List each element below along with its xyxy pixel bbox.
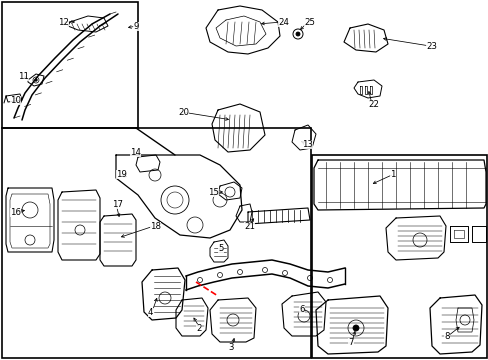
Text: 1: 1 [389, 170, 395, 179]
Text: 25: 25 [304, 18, 314, 27]
Bar [311, 155, 486, 358]
Text: 19: 19 [116, 170, 126, 179]
Text: 18: 18 [150, 222, 161, 231]
Text: 16: 16 [10, 208, 21, 217]
Text: 3: 3 [227, 343, 233, 352]
Text: 11: 11 [18, 72, 29, 81]
Text: 4: 4 [148, 308, 153, 317]
Text: 8: 8 [443, 332, 448, 341]
Text: 22: 22 [367, 100, 378, 109]
Bar [2, 128, 310, 358]
Text: 7: 7 [347, 338, 353, 347]
Text: 17: 17 [112, 200, 123, 209]
Circle shape [295, 32, 299, 36]
Text: 15: 15 [207, 188, 219, 197]
Text: 12: 12 [58, 18, 69, 27]
Text: 5: 5 [218, 244, 223, 253]
Text: 9: 9 [133, 22, 138, 31]
Text: 10: 10 [10, 96, 21, 105]
Text: 14: 14 [130, 148, 141, 157]
Text: 23: 23 [425, 42, 436, 51]
Text: 2: 2 [196, 324, 201, 333]
Text: 24: 24 [278, 18, 288, 27]
Text: 20: 20 [178, 108, 189, 117]
Text: 6: 6 [298, 305, 304, 314]
Circle shape [35, 79, 37, 81]
Text: 13: 13 [302, 140, 312, 149]
Bar [2, 2, 138, 128]
Circle shape [352, 325, 358, 331]
Text: 21: 21 [244, 222, 254, 231]
